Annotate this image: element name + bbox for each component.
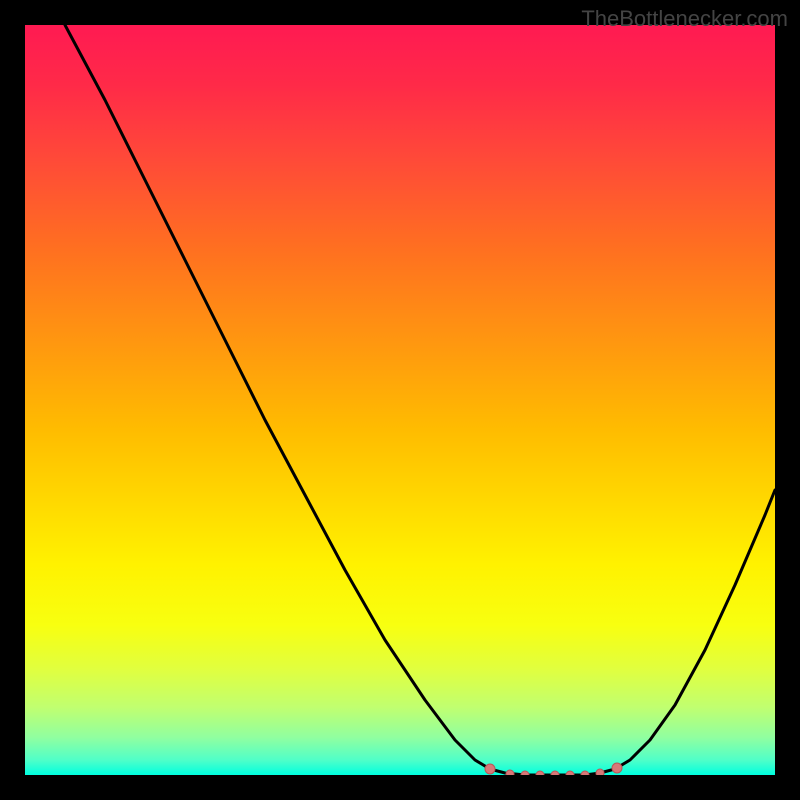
curve-marker: [536, 771, 544, 775]
curve-marker: [581, 771, 589, 775]
watermark-text: TheBottlenecker.com: [581, 6, 788, 32]
curve-marker: [566, 771, 574, 775]
curve-marker: [506, 770, 514, 775]
plot-area: [25, 25, 775, 775]
curve-marker: [521, 771, 529, 775]
bottleneck-curve: [25, 25, 775, 775]
curve-marker: [551, 771, 559, 775]
curve-marker: [485, 764, 495, 774]
curve-marker: [612, 763, 622, 773]
curve-marker: [596, 769, 604, 775]
